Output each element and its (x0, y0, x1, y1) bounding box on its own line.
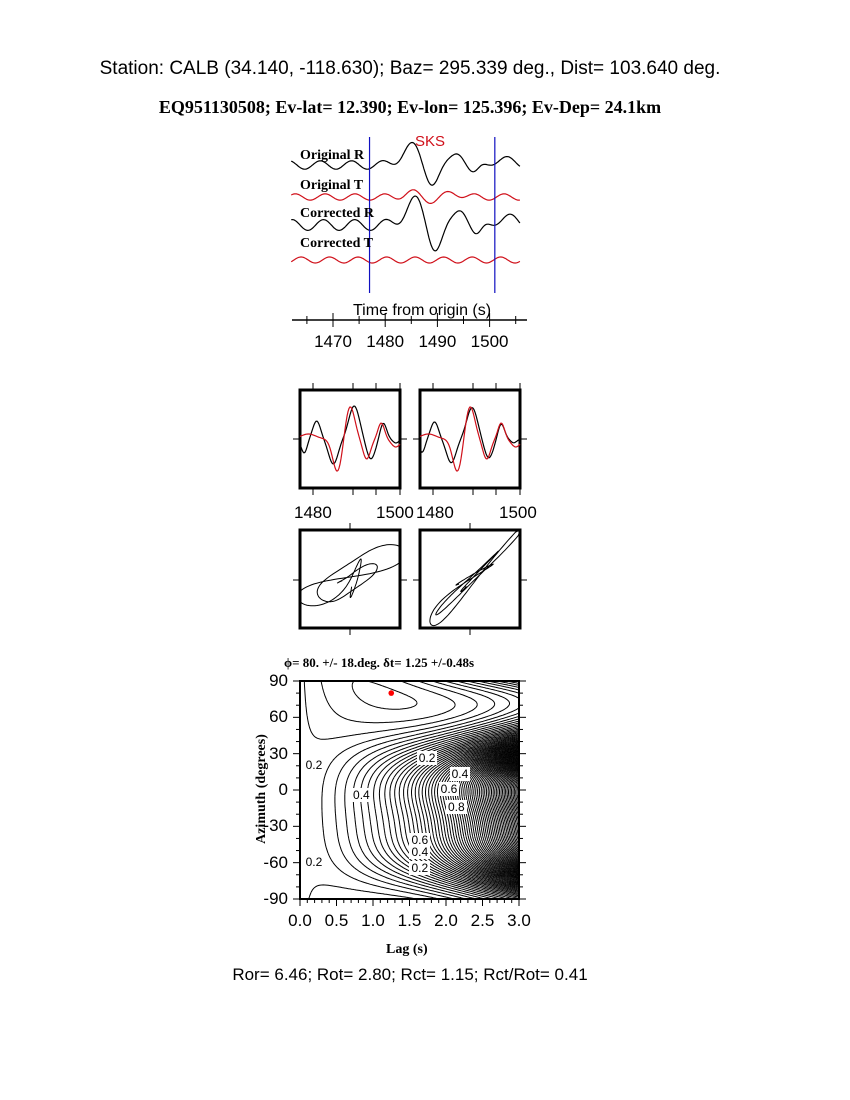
contour-line (487, 759, 520, 863)
trace-label-original-t: Original T (300, 178, 364, 193)
contour-line (484, 758, 520, 865)
lag-tick-label: 2.5 (470, 911, 495, 930)
contour-line (485, 758, 520, 864)
lag-tick-label: 0.0 (288, 911, 312, 930)
contour-line (480, 756, 520, 867)
contour-line (428, 737, 520, 888)
contour-line (492, 762, 520, 860)
contour-line (471, 752, 520, 872)
time-tick-label: 1480 (366, 332, 405, 351)
fast-wave (299, 405, 401, 465)
splitting-result-title: ϕ= 80. +/- 18.deg. δt= 1.25 +/-0.48s (284, 655, 475, 670)
contour-value-label: 0.2 (416, 750, 438, 765)
contour-value-label: 0.6 (438, 782, 460, 796)
contour-line (467, 750, 520, 874)
contour-line (495, 763, 520, 857)
lag-tick-label: 1.5 (397, 911, 422, 930)
time-tick-label: 1500 (470, 332, 509, 351)
trace-label-original-r: Original R (300, 148, 365, 163)
contour-line (482, 757, 520, 866)
lag-axis-label: Lag (s) (386, 942, 428, 957)
azimuth-tick-label: -60 (263, 852, 288, 872)
contour-line (425, 736, 520, 889)
contour-line (478, 755, 520, 868)
azimuth-tick-label: 90 (269, 671, 288, 690)
slow-wave (419, 406, 521, 472)
lag-tick-label: 1.0 (361, 911, 385, 930)
azimuth-tick-label: -90 (263, 889, 288, 908)
contour-line (477, 754, 520, 869)
contour-value-label: 0.4 (449, 767, 471, 782)
trace-label-corrected-t: Corrected T (300, 236, 373, 251)
contour-line (509, 773, 520, 832)
trace-label-corrected-r: Corrected R (300, 206, 374, 221)
wave-box-original (298, 388, 402, 490)
contour-line (510, 775, 520, 824)
contour-line (334, 680, 510, 900)
contour-value-label: 0.2 (303, 854, 325, 869)
wave1-tick-1500: 1500 (376, 503, 414, 522)
contour-line (505, 769, 520, 846)
contour-line (489, 760, 520, 862)
azimuth-axis-label: Azimuth (degrees) (254, 734, 269, 844)
contour-line (494, 763, 520, 858)
contour-value-label: 0.4 (351, 788, 372, 803)
contour-line (497, 764, 520, 856)
contour-line (434, 739, 520, 886)
azimuth-tick-label: -30 (263, 816, 288, 836)
wave2-tick-1480: 1480 (416, 503, 454, 522)
lag-tick-label: 2.0 (434, 911, 458, 930)
station-info: Station: CALB (34.140, -118.630); Baz= 2… (99, 58, 721, 79)
contour-line (499, 765, 520, 854)
contour-line (421, 735, 520, 890)
contour-line (366, 680, 520, 900)
contour-line (320, 680, 456, 724)
contour-line (473, 753, 520, 871)
particle-motion-path (300, 544, 400, 607)
slow-wave (299, 406, 401, 472)
ratio-summary: Ror= 6.46; Rot= 2.80; Rct= 1.15; Rct/Rot… (232, 965, 588, 984)
best-fit-point (388, 690, 395, 696)
contour-line (512, 776, 520, 818)
contour-value-label: 0.6 (409, 832, 431, 847)
time-axis-label: Time from origin (s) (353, 302, 492, 319)
contour-line (431, 738, 520, 887)
contour-line (506, 771, 520, 843)
contour-line (502, 767, 520, 850)
contour-value-label: 0.4 (409, 844, 431, 859)
contour-line (465, 750, 520, 875)
wave2-tick-1500: 1500 (499, 503, 537, 522)
azimuth-tick-label: 0 (278, 780, 288, 799)
contour-value-label: 0.2 (409, 860, 431, 875)
particle-motion-path (429, 530, 520, 627)
phase-label-sks: SKS (415, 133, 446, 150)
time-tick-label: 1470 (314, 332, 352, 351)
contour-line (321, 680, 496, 900)
azimuth-tick-label: 30 (269, 743, 288, 763)
contour-line (351, 680, 418, 710)
trace-original-t (290, 189, 520, 204)
wave-box-corrected (418, 388, 522, 490)
trace-original-r (290, 141, 521, 186)
contour-line (344, 680, 520, 900)
contour-line (475, 754, 520, 870)
contour-line (500, 766, 520, 852)
time-tick-label: 1490 (418, 332, 457, 351)
contour-value-label: 0.2 (303, 757, 325, 772)
contour-value-label: 0.8 (445, 800, 467, 815)
event-info: EQ951130508; Ev-lat= 12.390; Ev-lon= 125… (158, 97, 662, 117)
contour-line (469, 751, 520, 873)
wave1-tick-1480: 1480 (294, 503, 332, 522)
contour-line (436, 740, 520, 885)
contour-line (503, 768, 520, 848)
lag-tick-label: 3.0 (507, 911, 531, 930)
azimuth-tick-label: 60 (269, 707, 288, 727)
lag-tick-label: 0.5 (324, 911, 349, 930)
contour-line (491, 761, 520, 861)
trace-corrected-t (290, 256, 521, 264)
trace-corrected-r (291, 195, 521, 252)
